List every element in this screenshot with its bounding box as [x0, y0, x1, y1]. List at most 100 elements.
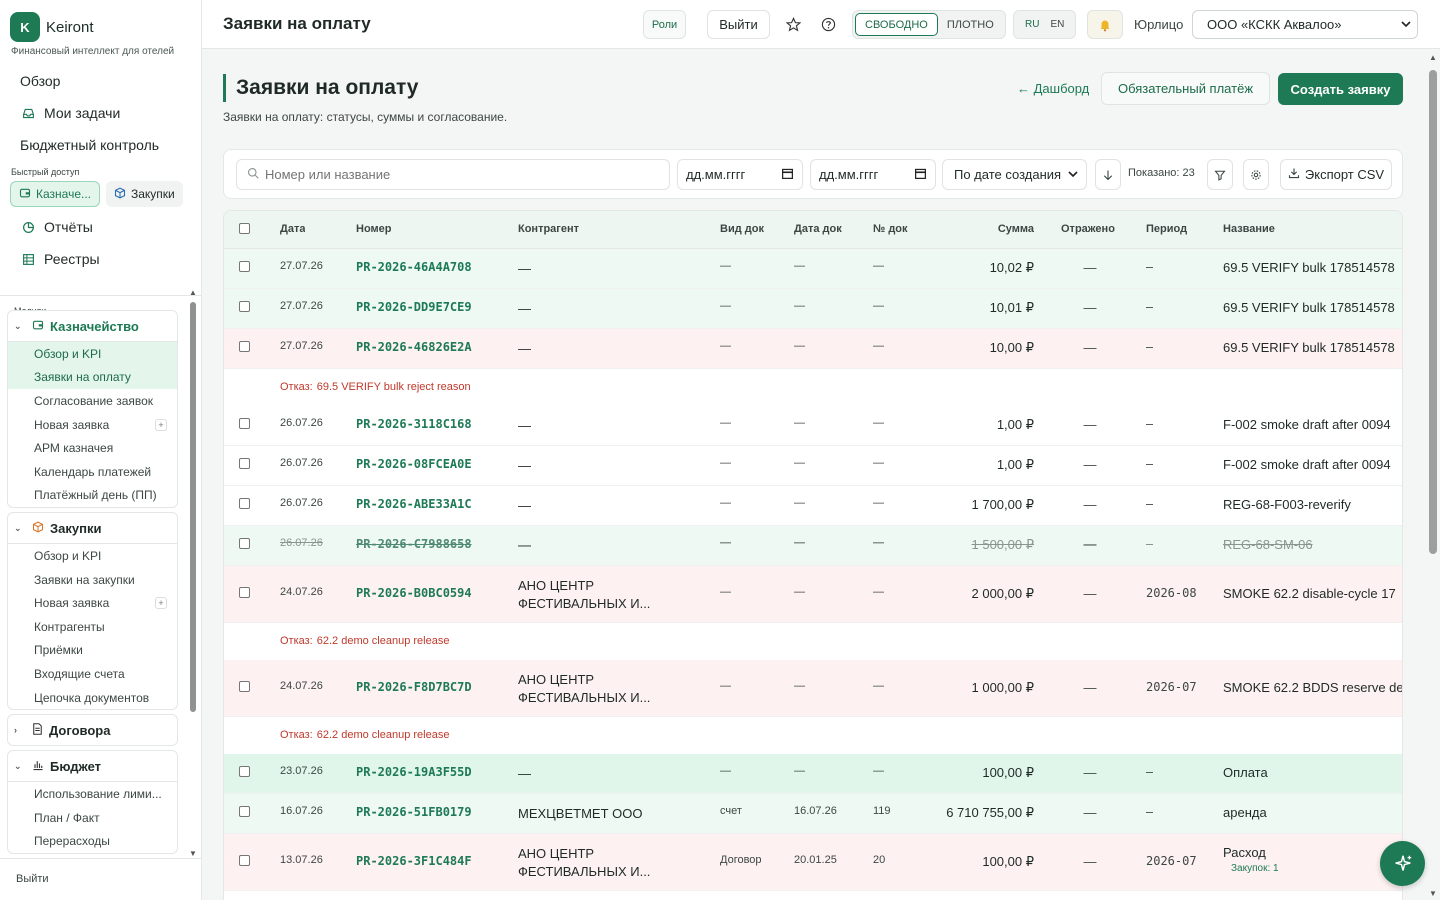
- row-checkbox[interactable]: [239, 586, 250, 598]
- row-checkbox[interactable]: [239, 341, 250, 352]
- select-all-checkbox[interactable]: [239, 223, 250, 234]
- row-checkbox[interactable]: [239, 418, 250, 429]
- col-doc-date[interactable]: Дата док: [794, 223, 842, 235]
- module-item[interactable]: Заявки на закупки: [8, 568, 177, 592]
- module-procurement-header[interactable]: ⌄ Закупки: [8, 513, 177, 543]
- calendar-icon[interactable]: [781, 167, 794, 183]
- sidebar-scrollbar[interactable]: ▲ ▼: [189, 288, 197, 860]
- sort-select[interactable]: По дате создания: [942, 159, 1087, 190]
- date-to-input[interactable]: дд.мм.гггг: [810, 159, 936, 190]
- col-date[interactable]: Дата: [280, 223, 306, 235]
- module-item[interactable]: Обзор и KPI: [8, 342, 177, 366]
- sidebar-logout[interactable]: Выйти: [0, 858, 201, 900]
- search-input[interactable]: [265, 167, 655, 182]
- request-number-link[interactable]: PR-2026-DD9E7CE9: [356, 300, 472, 314]
- page-scroll-thumb[interactable]: [1429, 70, 1437, 554]
- scroll-up-icon[interactable]: ▲: [1429, 53, 1437, 62]
- sort-direction-icon[interactable]: [1095, 159, 1121, 190]
- module-item[interactable]: Входящие счета: [8, 662, 177, 686]
- nav-my-tasks[interactable]: Мои задачи: [10, 97, 191, 129]
- module-item[interactable]: Контрагенты: [8, 615, 177, 639]
- module-item[interactable]: Платёжный день (ПП): [8, 484, 177, 508]
- row-checkbox[interactable]: [239, 498, 250, 509]
- col-counterparty[interactable]: Контрагент: [518, 223, 580, 235]
- col-doc-type[interactable]: Вид док: [720, 223, 764, 235]
- nav-registries[interactable]: Реестры: [10, 243, 191, 275]
- request-number-link[interactable]: PR-2026-ABE33A1C: [356, 497, 472, 511]
- request-number-link[interactable]: PR-2026-08FCEA0E: [356, 457, 472, 471]
- table-row[interactable]: 26.07.26 PR-2026-ABE33A1C — — — — 1 700,00 ₽ — —…: [224, 486, 1402, 526]
- density-loose-option[interactable]: СВОБОДНО: [855, 13, 938, 36]
- request-number-link[interactable]: PR-2026-19A3F55D: [356, 765, 472, 779]
- row-checkbox[interactable]: [239, 766, 250, 777]
- col-doc-no[interactable]: № док: [873, 223, 908, 235]
- row-procurement-count[interactable]: Закупок: 1: [1231, 862, 1279, 874]
- table-row[interactable]: 27.07.26 PR-2026-DD9E7CE9 — — — — 10,01 ₽ — — 69.…: [224, 289, 1402, 329]
- settings-gear-icon[interactable]: [1243, 159, 1269, 190]
- nav-overview[interactable]: Обзор: [10, 65, 191, 97]
- brand[interactable]: K Keiront: [0, 0, 201, 42]
- col-period[interactable]: Период: [1146, 223, 1188, 235]
- page-scrollbar[interactable]: ▲ ▼: [1426, 50, 1440, 900]
- request-number-link[interactable]: PR-2026-C7988658: [356, 537, 472, 551]
- module-item[interactable]: Новая заявка +: [8, 413, 177, 437]
- module-item[interactable]: Календарь платежей: [8, 460, 177, 484]
- request-number-link[interactable]: PR-2026-F8D7BC7D: [356, 680, 472, 694]
- row-checkbox[interactable]: [239, 301, 250, 312]
- quick-access-treasury[interactable]: Казначе...: [10, 181, 100, 207]
- row-checkbox[interactable]: [239, 680, 250, 692]
- module-item[interactable]: Обзор и KPI: [8, 544, 177, 568]
- request-number-link[interactable]: PR-2026-3F1C484F: [356, 854, 472, 868]
- module-item[interactable]: План / Факт: [8, 806, 177, 830]
- help-icon[interactable]: [817, 10, 839, 39]
- table-row[interactable]: 24.07.26 PR-2026-F8D7BC7D АНО ЦЕНТР ФЕСТИВ…: [224, 660, 1402, 717]
- row-checkbox[interactable]: [239, 538, 250, 549]
- module-budget-header[interactable]: ⌄ Бюджет: [8, 751, 177, 781]
- scroll-up-icon[interactable]: ▲: [189, 288, 197, 297]
- bell-icon[interactable]: [1087, 10, 1123, 39]
- table-row[interactable]: 24.07.26 PR-2026-B0BC0594 АНО ЦЕНТР ФЕСТИВ…: [224, 566, 1402, 623]
- scroll-down-icon[interactable]: ▼: [189, 849, 197, 858]
- col-number[interactable]: Номер: [356, 223, 392, 235]
- col-reflected[interactable]: Отражено: [1061, 223, 1115, 235]
- logout-button[interactable]: Выйти: [707, 10, 770, 39]
- table-row[interactable]: 16.07.26 PR-2026-51FB0179 МЕХЦВЕТМЕТ ООО сч…: [224, 794, 1402, 834]
- nav-reports[interactable]: Отчёты: [10, 211, 191, 243]
- row-checkbox[interactable]: [239, 854, 250, 866]
- plus-icon[interactable]: +: [155, 597, 167, 610]
- quick-access-procurement[interactable]: Закупки: [106, 181, 183, 207]
- row-checkbox[interactable]: [239, 261, 250, 272]
- row-checkbox[interactable]: [239, 806, 250, 817]
- request-number-link[interactable]: PR-2026-46A4A708: [356, 260, 472, 274]
- module-treasury-header[interactable]: ⌄ Казначейство: [8, 311, 177, 341]
- calendar-icon[interactable]: [914, 167, 927, 183]
- module-item[interactable]: Использование лими...: [8, 782, 177, 806]
- module-item[interactable]: Заявки на оплату: [8, 365, 177, 390]
- dashboard-link[interactable]: ← Дашборд: [1017, 81, 1090, 96]
- request-number-link[interactable]: PR-2026-3118C168: [356, 417, 472, 431]
- module-item[interactable]: Согласование заявок: [8, 389, 177, 413]
- entity-select[interactable]: ООО «КСКК Аквалоо»: [1192, 10, 1418, 39]
- col-amount[interactable]: Сумма: [997, 223, 1034, 235]
- export-csv-button[interactable]: Экспорт CSV: [1280, 159, 1392, 190]
- module-item[interactable]: Цепочка документов: [8, 686, 177, 710]
- table-row[interactable]: 23.07.26 PR-2026-19A3F55D — — — — 100,00 ₽ — — Оп…: [224, 754, 1402, 794]
- request-number-link[interactable]: PR-2026-B0BC0594: [356, 586, 472, 600]
- table-row[interactable]: 26.07.26 PR-2026-08FCEA0E — — — — 1,00 ₽ — — F-00…: [224, 446, 1402, 486]
- create-request-button[interactable]: Создать заявку: [1278, 73, 1403, 105]
- lang-en-option[interactable]: EN: [1050, 19, 1065, 30]
- scroll-down-icon[interactable]: ▼: [1429, 889, 1437, 898]
- mandatory-payment-button[interactable]: Обязательный платёж: [1101, 72, 1270, 105]
- filter-icon[interactable]: [1207, 159, 1233, 190]
- row-checkbox[interactable]: [239, 458, 250, 469]
- table-row[interactable]: 27.07.26 PR-2026-46A4A708 — — — — 10,02 ₽ — — 69.…: [224, 249, 1402, 289]
- module-item[interactable]: Новая заявка +: [8, 591, 177, 615]
- assistant-sparkle-button[interactable]: [1380, 841, 1425, 886]
- density-dense-option[interactable]: ПЛОТНО: [946, 18, 994, 31]
- nav-budget-control[interactable]: Бюджетный контроль: [10, 129, 191, 161]
- date-from-input[interactable]: дд.мм.гггг: [677, 159, 803, 190]
- module-item[interactable]: Приёмки: [8, 639, 177, 663]
- col-name[interactable]: Название: [1223, 223, 1275, 235]
- table-row[interactable]: 26.07.26 PR-2026-C7988658 — — — — 1 500,00 ₽ — —…: [224, 526, 1402, 566]
- sidebar-scroll-thumb[interactable]: [190, 302, 196, 712]
